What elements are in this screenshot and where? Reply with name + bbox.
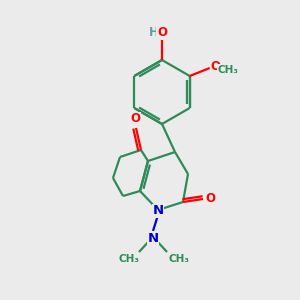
- Text: CH₃: CH₃: [217, 65, 238, 75]
- Text: N: N: [152, 205, 164, 218]
- Text: O: O: [157, 26, 167, 40]
- Text: N: N: [147, 232, 159, 244]
- Text: O: O: [205, 193, 215, 206]
- Text: O: O: [130, 112, 140, 125]
- Text: CH₃: CH₃: [169, 254, 190, 264]
- Text: H: H: [149, 26, 159, 40]
- Text: CH₃: CH₃: [118, 254, 140, 264]
- Text: O: O: [211, 59, 221, 73]
